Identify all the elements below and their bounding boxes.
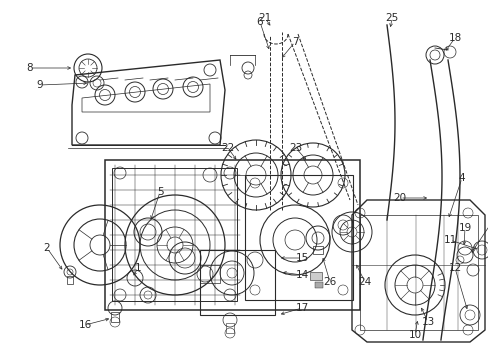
Text: 21: 21 [258,13,271,23]
Text: 7: 7 [291,37,298,47]
Text: 10: 10 [407,330,421,340]
Text: 16: 16 [78,320,91,330]
Text: 11: 11 [443,235,456,245]
Bar [200,265,220,283]
Text: 9: 9 [37,80,43,90]
Text: 1: 1 [134,263,141,273]
Bar [244,175,352,300]
Bar [112,168,237,301]
Text: 22: 22 [221,143,234,153]
Bar [225,323,234,333]
Text: 3: 3 [486,220,488,230]
Text: 25: 25 [385,13,398,23]
Text: 17: 17 [295,303,308,313]
Text: 20: 20 [393,193,406,203]
Text: 15: 15 [295,253,308,263]
Bar [314,282,323,288]
Bar [359,215,477,330]
Text: 4: 4 [458,173,465,183]
Text: 14: 14 [295,270,308,280]
Bar [309,272,321,280]
Text: 13: 13 [421,317,434,327]
Text: 23: 23 [289,143,302,153]
Text: 8: 8 [27,63,33,73]
Text: 24: 24 [358,277,371,287]
Text: 19: 19 [457,223,470,233]
Text: 2: 2 [43,243,50,253]
Text: 5: 5 [156,187,163,197]
Bar [200,250,274,315]
Bar [67,276,73,284]
Text: 12: 12 [447,263,461,273]
Bar [312,246,323,254]
Text: 6: 6 [256,17,263,27]
Bar [105,160,359,310]
Text: 26: 26 [323,277,336,287]
Bar [111,312,119,322]
Text: 18: 18 [447,33,461,43]
